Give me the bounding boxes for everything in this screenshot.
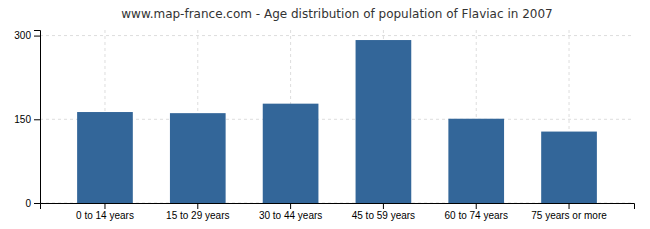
y-tick: 300 (14, 30, 40, 41)
y-tick-label: 0 (25, 198, 31, 209)
x-tick-label: 30 to 44 years (259, 210, 322, 221)
bar (448, 119, 504, 203)
y-tick-label: 150 (14, 114, 31, 125)
x-tick: 60 to 74 years (445, 203, 508, 221)
x-tick-mark (290, 203, 291, 209)
x-tick-label: 45 to 59 years (352, 210, 415, 221)
y-tick-mark (34, 203, 40, 204)
x-axis: 0 to 14 years 15 to 29 years 30 to 44 year… (41, 203, 635, 221)
y-tick-mark (34, 36, 40, 37)
x-axis-line (41, 204, 635, 210)
x-tick: 45 to 59 years (352, 203, 415, 221)
plot-area: 0 150 300 0 to 14 years 15 to 29 years 30 to … (14, 30, 634, 221)
x-tick-label: 75 years or more (531, 210, 607, 221)
chart-container: 0 150 300 0 to 14 years 15 to 29 years 30 to … (0, 0, 650, 229)
y-axis-line (34, 31, 41, 204)
y-tick: 0 (25, 198, 40, 209)
chart-svg: 0 150 300 0 to 14 years 15 to 29 years 30 to … (0, 0, 650, 229)
x-tick: 75 years or more (531, 203, 607, 221)
bar (170, 113, 226, 203)
y-grid-line (40, 35, 634, 36)
x-tick-label: 0 to 14 years (76, 210, 134, 221)
y-tick-label: 300 (14, 30, 31, 41)
x-tick-mark (569, 203, 570, 209)
grid (40, 30, 634, 203)
x-tick-label: 15 to 29 years (166, 210, 229, 221)
x-tick-mark (476, 203, 477, 209)
y-tick: 150 (14, 114, 40, 125)
x-tick-mark (104, 203, 105, 209)
bar (356, 40, 412, 203)
title: www.map-france.com - Age distribution of… (121, 7, 552, 21)
x-tick-mark (383, 203, 384, 209)
bar (541, 132, 597, 203)
bar (77, 112, 133, 203)
x-tick: 15 to 29 years (166, 203, 229, 221)
y-tick-mark (34, 119, 40, 120)
x-tick: 30 to 44 years (259, 203, 322, 221)
bar (263, 104, 319, 203)
bars (77, 40, 597, 203)
y-axis: 0 150 300 (14, 30, 40, 208)
x-tick-label: 60 to 74 years (445, 210, 508, 221)
x-tick: 0 to 14 years (76, 203, 134, 221)
x-tick-mark (197, 203, 198, 209)
